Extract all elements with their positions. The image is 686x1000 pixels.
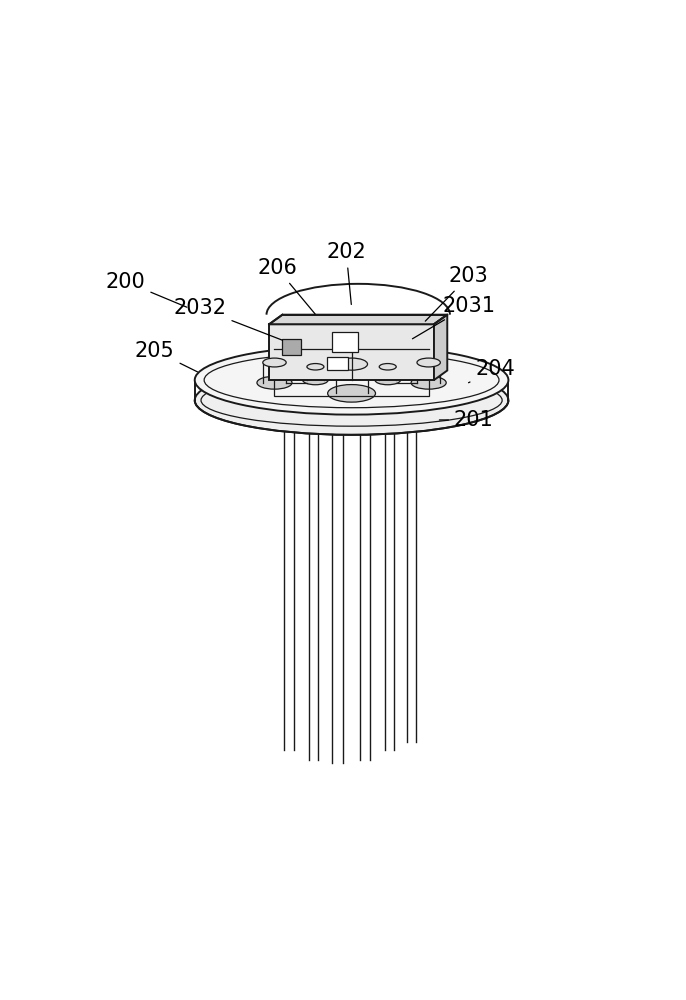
Text: 206: 206 [257, 258, 316, 314]
Text: 205: 205 [135, 341, 198, 372]
Ellipse shape [328, 385, 375, 402]
Text: 200: 200 [106, 272, 187, 307]
Ellipse shape [303, 375, 328, 385]
Text: 203: 203 [425, 266, 488, 321]
Ellipse shape [257, 376, 292, 389]
Polygon shape [434, 315, 447, 380]
Ellipse shape [335, 358, 368, 370]
Polygon shape [269, 315, 447, 324]
Bar [332, 332, 358, 352]
Text: 201: 201 [440, 410, 494, 430]
Ellipse shape [417, 358, 440, 367]
Text: 202: 202 [327, 242, 366, 304]
Bar [327, 357, 348, 370]
Ellipse shape [195, 366, 508, 435]
Ellipse shape [375, 375, 401, 385]
Bar [283, 339, 301, 355]
Ellipse shape [379, 364, 397, 370]
Text: 2031: 2031 [412, 296, 495, 339]
Ellipse shape [195, 346, 508, 415]
Ellipse shape [411, 376, 446, 389]
Ellipse shape [307, 364, 324, 370]
Ellipse shape [263, 358, 286, 367]
Bar [274, 375, 429, 396]
Text: 204: 204 [469, 359, 515, 383]
Text: 2032: 2032 [174, 298, 283, 340]
Polygon shape [269, 324, 434, 380]
